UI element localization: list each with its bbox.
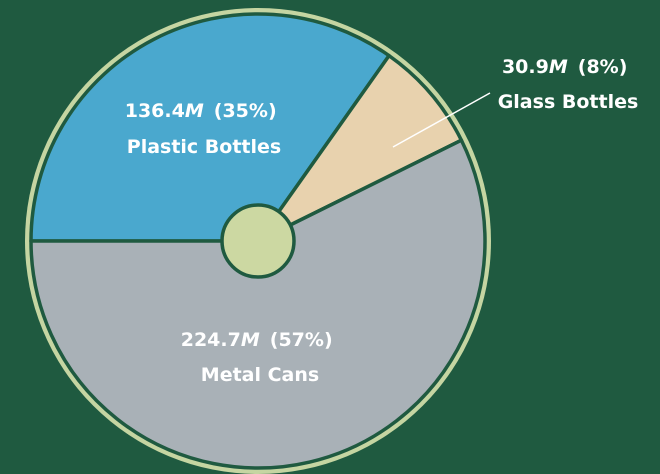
slice-plastic-bottles: [29, 12, 391, 243]
plastic-bottles-percent: 35%: [222, 100, 267, 122]
plastic-bottles-unit: M: [185, 100, 204, 122]
slice-glass-bottles: [256, 53, 464, 243]
metal-cans-value: 224.7: [181, 329, 241, 351]
label-metal-cans: 224.7M (57%) Metal Cans: [181, 329, 340, 386]
glass-bottles-value: 30.9: [502, 56, 549, 78]
leader-line-glass-bottles: [392, 92, 491, 148]
glass-bottles-name: Glass Bottles: [498, 91, 639, 113]
label-glass-bottles: 30.9M (8%) Glass Bottles: [498, 56, 639, 113]
label-plastic-bottles: 136.4M (35%) Plastic Bottles: [125, 100, 284, 158]
slice-metal-cans: [29, 138, 487, 470]
metal-cans-name: Metal Cans: [201, 364, 319, 386]
metal-cans-percent: 57%: [278, 329, 323, 351]
center-hole: [220, 203, 296, 279]
pie-slices: [29, 12, 487, 470]
plastic-bottles-name: Plastic Bottles: [127, 136, 281, 158]
metal-cans-unit: M: [241, 329, 260, 351]
glass-bottles-unit: M: [549, 56, 568, 78]
plastic-bottles-value: 136.4: [125, 100, 185, 122]
glass-bottles-percent: 8%: [586, 56, 618, 78]
